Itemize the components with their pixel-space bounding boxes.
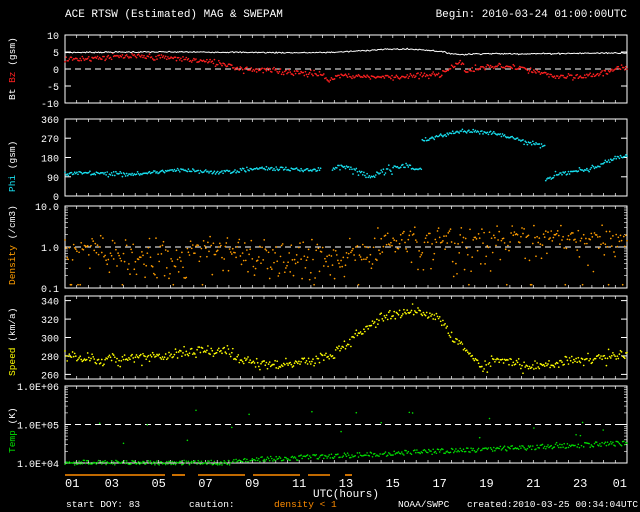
svg-text:1.0E+04: 1.0E+04 (17, 460, 59, 471)
svg-text:density < 1: density < 1 (274, 499, 337, 510)
svg-text:Density (/cm3): Density (/cm3) (7, 205, 18, 285)
svg-text:caution:: caution: (189, 499, 235, 510)
svg-text:09: 09 (245, 477, 259, 491)
svg-text:360: 360 (41, 116, 59, 127)
svg-text:01: 01 (65, 477, 79, 491)
svg-text:01: 01 (613, 477, 627, 491)
svg-text:07: 07 (198, 477, 212, 491)
svg-text:Begin: 2010-03-24 01:00:00UTC: Begin: 2010-03-24 01:00:00UTC (436, 9, 628, 21)
svg-text:0: 0 (53, 66, 59, 77)
svg-text:05: 05 (151, 477, 165, 491)
svg-text:ACE RTSW (Estimated) MAG & SWE: ACE RTSW (Estimated) MAG & SWEPAM (65, 9, 283, 21)
svg-text:10.0: 10.0 (35, 203, 59, 214)
svg-text:340: 340 (41, 298, 59, 309)
svg-text:Bt Bz (gsm): Bt Bz (gsm) (7, 37, 18, 100)
svg-text:start DOY: 83: start DOY: 83 (66, 499, 140, 510)
svg-text:17: 17 (432, 477, 446, 491)
svg-text:23: 23 (573, 477, 587, 491)
svg-text:Temp (K): Temp (K) (7, 407, 18, 453)
svg-text:300: 300 (41, 335, 59, 346)
svg-text:NOAA/SWPC: NOAA/SWPC (398, 499, 450, 510)
svg-text:03: 03 (105, 477, 119, 491)
svg-text:Phi (gsm): Phi (gsm) (7, 141, 18, 192)
svg-text:11: 11 (292, 477, 306, 491)
svg-text:Speed (km/a): Speed (km/a) (7, 308, 18, 376)
svg-text:10: 10 (47, 32, 59, 43)
svg-text:19: 19 (479, 477, 493, 491)
svg-text:21: 21 (526, 477, 540, 491)
svg-text:-5: -5 (47, 83, 59, 94)
svg-text:5: 5 (53, 49, 59, 60)
svg-text:280: 280 (41, 353, 59, 364)
svg-text:320: 320 (41, 316, 59, 327)
svg-text:1.0E+06: 1.0E+06 (17, 383, 59, 394)
svg-text:260: 260 (41, 371, 59, 382)
svg-text:-10: -10 (41, 100, 59, 111)
svg-text:90: 90 (47, 174, 59, 185)
svg-text:0.1: 0.1 (41, 285, 59, 296)
svg-text:1.0E+05: 1.0E+05 (17, 422, 59, 433)
svg-text:1.0: 1.0 (41, 244, 59, 255)
svg-text:270: 270 (41, 135, 59, 146)
svg-text:created:2010-03-25 00:34:04UTC: created:2010-03-25 00:34:04UTC (467, 499, 638, 510)
svg-text:15: 15 (386, 477, 400, 491)
svg-text:180: 180 (41, 155, 59, 166)
